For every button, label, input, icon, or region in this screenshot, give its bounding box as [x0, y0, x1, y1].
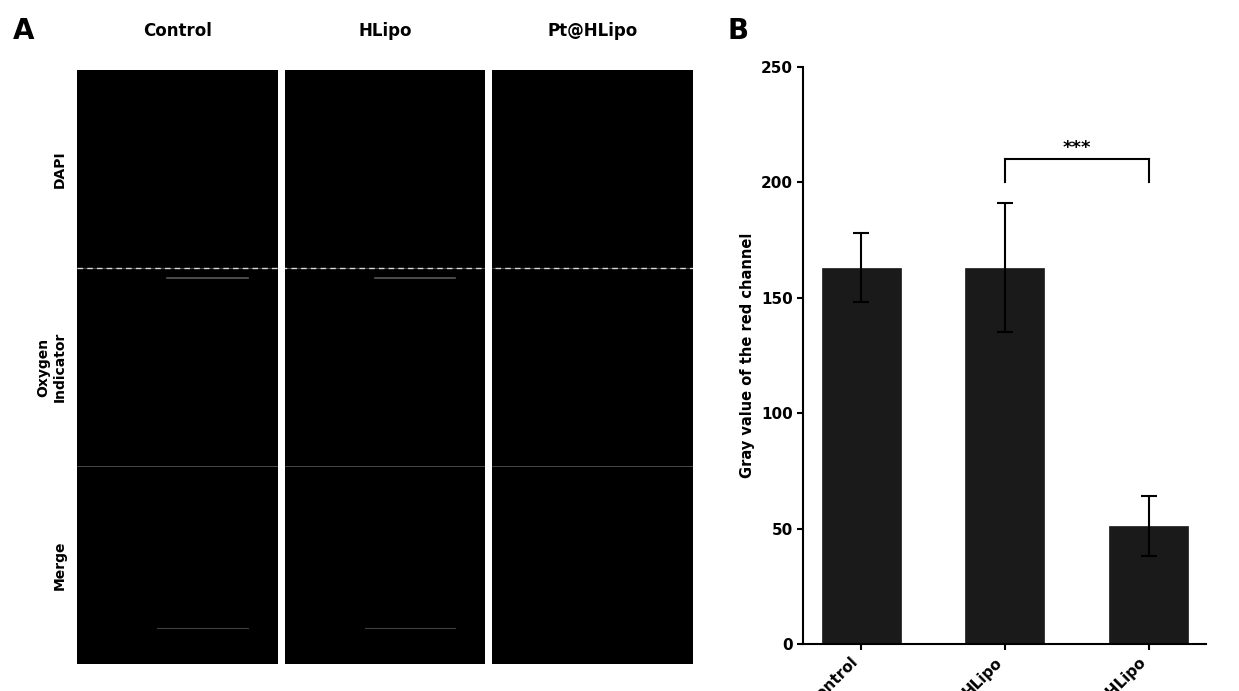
Text: DAPI: DAPI — [53, 151, 67, 188]
Bar — [285, 70, 486, 664]
Text: Pt@HLipo: Pt@HLipo — [548, 22, 638, 40]
Bar — [77, 70, 278, 664]
Text: Merge: Merge — [53, 540, 67, 589]
Text: A: A — [12, 17, 33, 45]
Text: B: B — [727, 17, 748, 45]
Text: HLipo: HLipo — [358, 22, 411, 40]
Text: Control: Control — [142, 22, 212, 40]
Bar — [492, 70, 693, 664]
Text: Oxygen
Indicator: Oxygen Indicator — [37, 332, 67, 402]
